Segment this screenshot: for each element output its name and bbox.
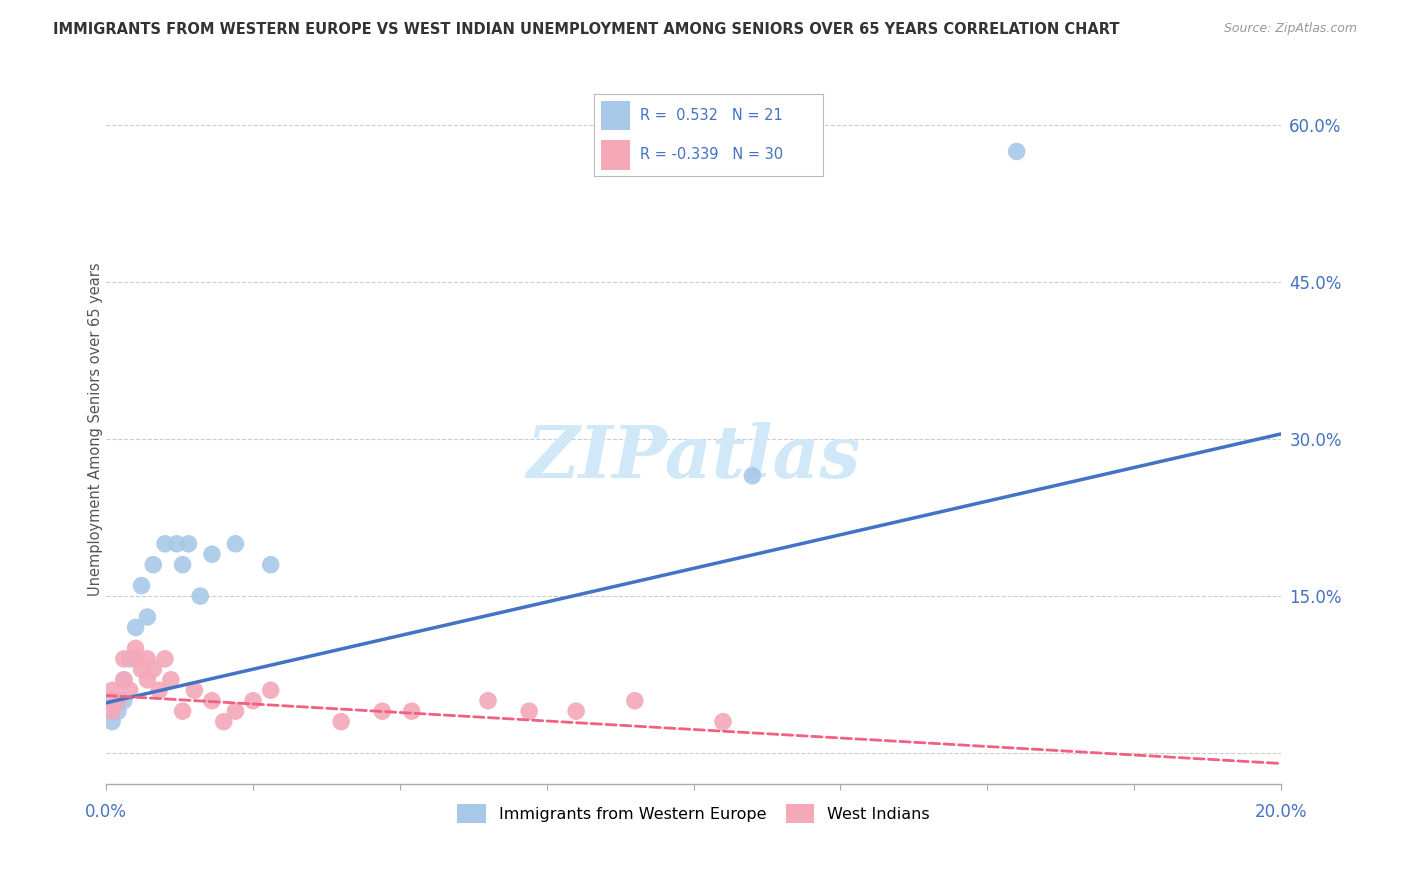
Point <box>118 652 141 666</box>
Point <box>160 673 183 687</box>
Point <box>101 714 124 729</box>
Point <box>224 537 246 551</box>
Point <box>188 589 211 603</box>
Point <box>224 704 246 718</box>
Point <box>711 714 734 729</box>
Text: ZIPatlas: ZIPatlas <box>526 422 860 492</box>
Point <box>477 694 499 708</box>
Point <box>401 704 423 718</box>
Point <box>212 714 235 729</box>
Point <box>517 704 540 718</box>
Y-axis label: Unemployment Among Seniors over 65 years: Unemployment Among Seniors over 65 years <box>87 262 103 596</box>
Point <box>112 694 135 708</box>
Point <box>118 683 141 698</box>
Point <box>131 579 153 593</box>
Point <box>131 662 153 676</box>
Point <box>177 537 200 551</box>
Text: 20.0%: 20.0% <box>1254 803 1308 822</box>
Point <box>107 704 129 718</box>
Point <box>371 704 394 718</box>
Point <box>124 620 146 634</box>
Point <box>142 558 165 572</box>
Point <box>107 694 129 708</box>
Point <box>124 652 146 666</box>
Point <box>112 652 135 666</box>
Point <box>565 704 588 718</box>
Point <box>166 537 188 551</box>
Point <box>148 683 170 698</box>
Point <box>153 652 176 666</box>
Point <box>101 704 124 718</box>
Point <box>101 694 124 708</box>
Point <box>101 683 124 698</box>
Point <box>136 610 159 624</box>
Point <box>172 704 194 718</box>
Point <box>142 662 165 676</box>
Point <box>260 683 283 698</box>
Point <box>172 558 194 572</box>
Point <box>153 537 176 551</box>
Point <box>183 683 205 698</box>
Point <box>136 652 159 666</box>
Point <box>260 558 283 572</box>
Legend: Immigrants from Western Europe, West Indians: Immigrants from Western Europe, West Ind… <box>451 797 936 830</box>
Point <box>330 714 353 729</box>
Point <box>136 673 159 687</box>
Point <box>242 694 264 708</box>
Text: Source: ZipAtlas.com: Source: ZipAtlas.com <box>1223 22 1357 36</box>
Point <box>201 547 224 561</box>
Point <box>124 641 146 656</box>
Point <box>1005 145 1028 159</box>
Point <box>107 694 129 708</box>
Point <box>201 694 224 708</box>
Point <box>112 673 135 687</box>
Point <box>112 673 135 687</box>
Point <box>741 468 763 483</box>
Point <box>624 694 647 708</box>
Text: IMMIGRANTS FROM WESTERN EUROPE VS WEST INDIAN UNEMPLOYMENT AMONG SENIORS OVER 65: IMMIGRANTS FROM WESTERN EUROPE VS WEST I… <box>53 22 1121 37</box>
Text: 0.0%: 0.0% <box>86 803 127 822</box>
